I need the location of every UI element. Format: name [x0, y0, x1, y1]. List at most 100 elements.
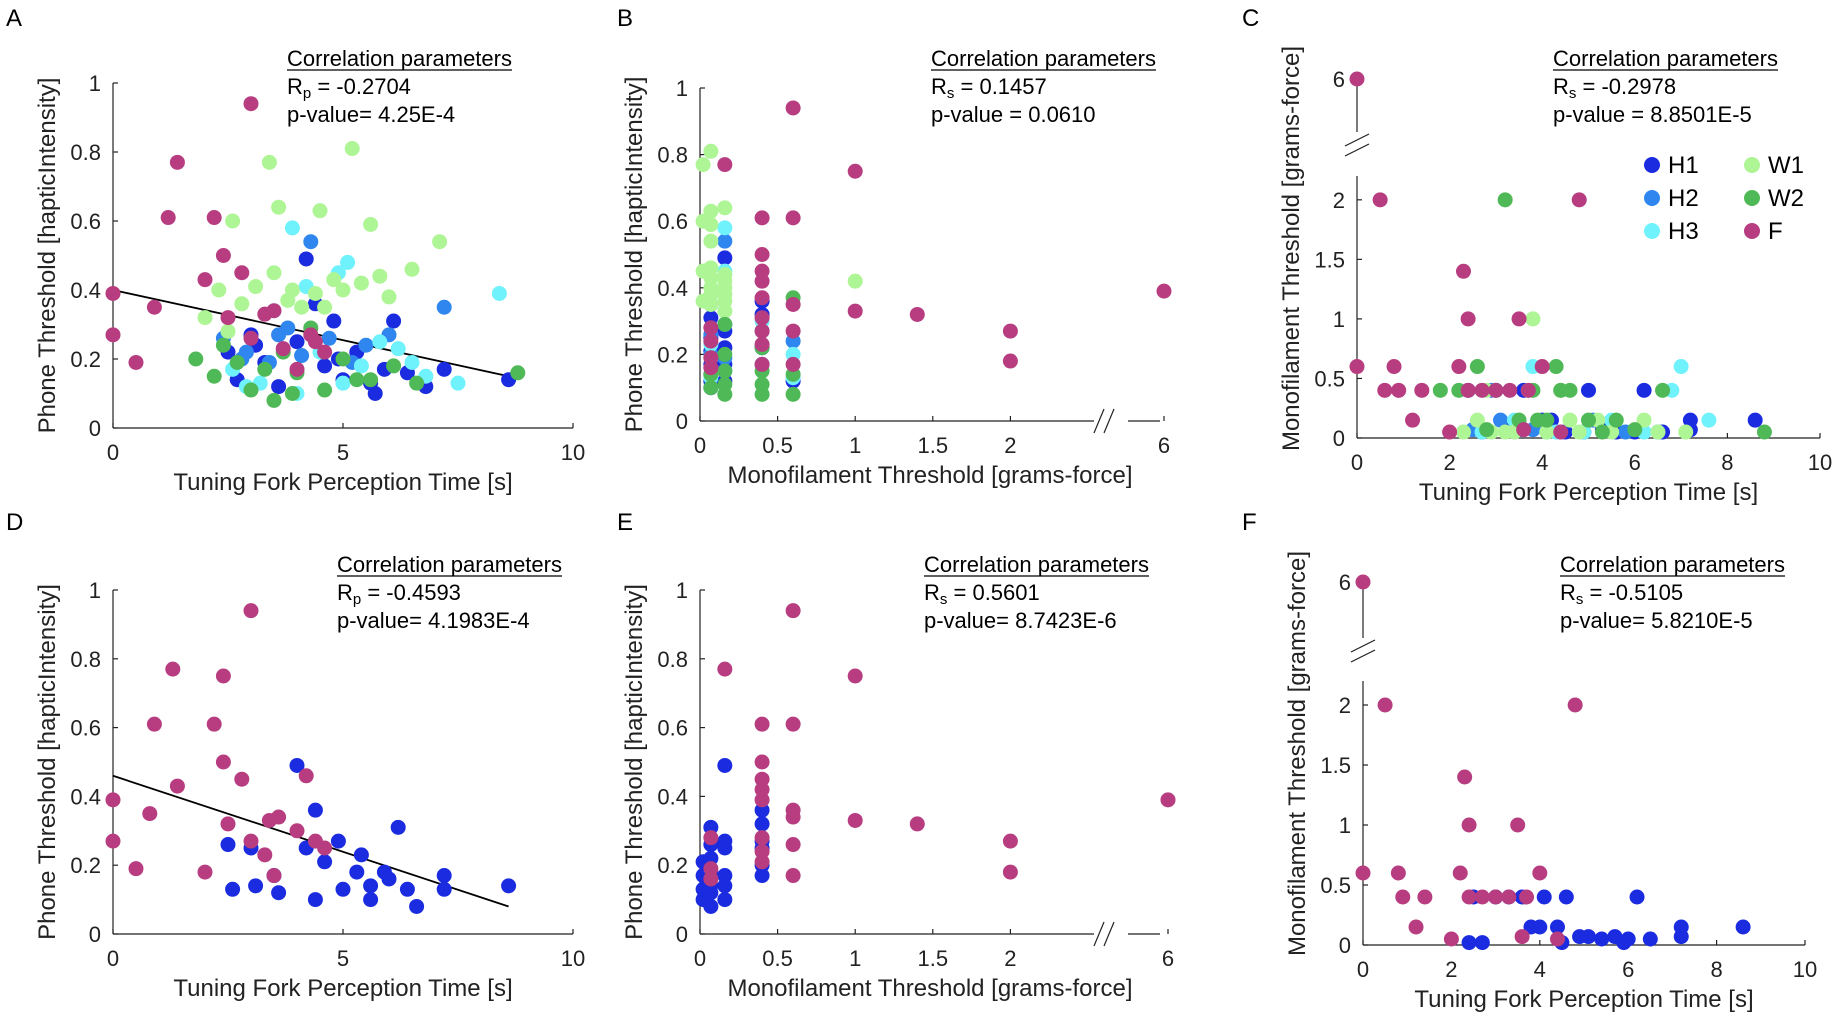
x-tick-label: 5 [337, 946, 349, 971]
y-tick-label: 0.5 [1320, 873, 1351, 898]
data-point-F [105, 792, 121, 808]
y-tick-label: 0.5 [1314, 366, 1345, 391]
data-point-F [785, 100, 801, 116]
p-value: p-value= 8.7423E-6 [924, 608, 1117, 633]
data-point-F [1377, 382, 1393, 398]
y-tick-label: 0 [676, 922, 688, 947]
data-point-F [146, 716, 162, 732]
data-point-F [1534, 359, 1550, 375]
p-value: p-value= 4.1983E-4 [337, 608, 530, 633]
correlation-heading: Correlation parameters [1560, 552, 1785, 577]
data-point-H1 [330, 833, 346, 849]
x-axis-label: Monofilament Threshold [grams-force] [727, 975, 1132, 1002]
x-tick-label: 5 [337, 440, 349, 465]
data-point-F [1474, 382, 1490, 398]
data-point-H1 [703, 819, 719, 835]
y-tick-label: 2 [1339, 693, 1351, 718]
legend-marker-W1 [1744, 157, 1760, 173]
data-point-W1 [1678, 424, 1694, 440]
data-point-H1 [1580, 929, 1596, 945]
data-point-W1 [307, 285, 323, 301]
data-point-W2 [349, 372, 365, 388]
y-tick-label: 0.4 [657, 276, 688, 301]
x-tick-label: 2 [1004, 433, 1016, 458]
data-point-H1 [298, 251, 314, 267]
data-point-F [754, 290, 770, 306]
y-tick-label: 0.2 [657, 342, 688, 367]
data-point-F [146, 299, 162, 315]
panel-letter: C [1242, 5, 1259, 32]
data-point-F [1395, 889, 1411, 905]
data-point-F [275, 341, 291, 357]
data-point-W1 [372, 268, 388, 284]
correlation-coefficient: Rp = -0.2704 [287, 74, 411, 102]
x-axis-label: Tuning Fork Perception Time [s] [173, 469, 512, 496]
x-tick-label: 0.5 [762, 946, 793, 971]
data-point-W2 [717, 316, 733, 332]
data-point-F [1460, 382, 1476, 398]
data-point-F [754, 754, 770, 770]
data-point-W1 [717, 200, 733, 216]
data-point-F [257, 847, 273, 863]
y-tick-label: 2 [1333, 188, 1345, 213]
data-point-W1 [280, 292, 296, 308]
legend-marker-H2 [1644, 190, 1660, 206]
x-axis-label: Monofilament Threshold [grams-force] [727, 462, 1132, 489]
data-point-F [1391, 382, 1407, 398]
data-point-H1 [436, 881, 452, 897]
data-point-H1 [1629, 889, 1645, 905]
y-tick-label: 0.2 [70, 853, 101, 878]
data-point-F [266, 303, 282, 319]
y-tick-label: 0.6 [657, 716, 688, 741]
data-point-W1 [225, 213, 241, 229]
data-point-F [317, 344, 333, 360]
data-point-W2 [215, 337, 231, 353]
data-point-W2 [317, 382, 333, 398]
y-tick-label: 0 [676, 409, 688, 434]
y-tick-label: 0.8 [70, 647, 101, 672]
data-point-W2 [754, 376, 770, 392]
data-point-W1 [1525, 311, 1541, 327]
data-point-W1 [1562, 412, 1578, 428]
data-point-F [160, 210, 176, 226]
correlation-heading: Correlation parameters [337, 552, 562, 577]
y-tick-label: 1 [89, 578, 101, 603]
data-point-H1 [1636, 382, 1652, 398]
data-point-H1 [326, 313, 342, 329]
data-point-F [1377, 697, 1393, 713]
data-point-H3 [353, 358, 369, 374]
data-point-F [785, 210, 801, 226]
data-point-W1 [1469, 412, 1485, 428]
data-point-H2 [271, 327, 287, 343]
data-point-F [1502, 382, 1518, 398]
legend-item-H3: H3 [1644, 218, 1699, 245]
data-point-F [1520, 382, 1536, 398]
correlation-heading: Correlation parameters [924, 552, 1149, 577]
legend-item-H2: H2 [1644, 185, 1699, 212]
x-tick-label: 0 [694, 433, 706, 458]
correlation-coefficient: Rs = -0.2978 [1553, 74, 1676, 102]
y-tick-label: 6 [1333, 67, 1345, 92]
y-tick-label: 0.6 [70, 209, 101, 234]
x-tick-label: 6 [1162, 946, 1174, 971]
data-point-F [1156, 283, 1172, 299]
data-point-H1 [386, 313, 402, 329]
data-point-F [1553, 424, 1569, 440]
panel-B: B 0 0.5 1 1.5 2 6 0 0.2 0.4 0.6 0.8 1 Monofilament Th… [617, 5, 1172, 489]
data-point-F [1002, 323, 1018, 339]
data-point-F [1355, 865, 1371, 881]
data-point-F [1442, 424, 1458, 440]
data-point-H1 [353, 847, 369, 863]
data-point-F [169, 778, 185, 794]
data-point-F [1002, 864, 1018, 880]
data-point-F [271, 809, 287, 825]
data-point-W1 [335, 282, 351, 298]
data-point-W2 [363, 372, 379, 388]
data-point-H1 [1461, 935, 1477, 951]
y-tick-label: 6 [1339, 570, 1351, 595]
data-point-H1 [317, 358, 333, 374]
data-point-F [703, 861, 719, 877]
data-point-F [1510, 817, 1526, 833]
data-point-F [1488, 889, 1504, 905]
data-point-F [785, 356, 801, 372]
